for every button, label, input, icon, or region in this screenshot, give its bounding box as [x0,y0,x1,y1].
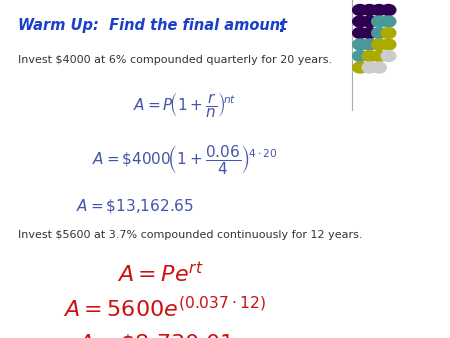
Circle shape [372,39,386,50]
Circle shape [362,16,377,27]
Circle shape [353,50,367,62]
Circle shape [381,27,396,39]
Circle shape [381,16,396,27]
Text: $\mathit{A} = \$4000\!\left(1+\dfrac{0.06}{4}\right)^{\!4 \cdot 20}$: $\mathit{A} = \$4000\!\left(1+\dfrac{0.0… [92,143,278,176]
Circle shape [381,4,396,16]
Circle shape [372,62,386,73]
Text: $\mathit{A} = 5600\mathit{e}^{(0.037 \cdot 12)}$: $\mathit{A} = 5600\mathit{e}^{(0.037 \cd… [63,297,266,322]
Circle shape [372,4,386,16]
Circle shape [381,50,396,62]
Text: Warm Up:  Find the final amount: Warm Up: Find the final amount [18,18,287,33]
Text: $\mathit{A} = \mathit{P}\!\left(1+\dfrac{\mathit{r}}{\mathit{n}}\right)^{\!\math: $\mathit{A} = \mathit{P}\!\left(1+\dfrac… [133,90,237,119]
Text: Invest $4000 at 6% compounded quarterly for 20 years.: Invest $4000 at 6% compounded quarterly … [18,55,332,65]
Circle shape [362,27,377,39]
Circle shape [353,4,367,16]
Circle shape [353,16,367,27]
Circle shape [372,27,386,39]
Circle shape [353,39,367,50]
Text: $\mathit{A} = \$13{,}162.65$: $\mathit{A} = \$13{,}162.65$ [76,197,194,215]
Text: Invest $5600 at 3.7% compounded continuously for 12 years.: Invest $5600 at 3.7% compounded continuo… [18,230,363,240]
Text: $\mathit{A} = \mathit{P}\mathit{e}^{\mathit{rt}}$: $\mathit{A} = \mathit{P}\mathit{e}^{\mat… [117,262,203,287]
Circle shape [362,62,377,73]
Text: :: : [279,18,286,35]
Circle shape [353,62,367,73]
Circle shape [372,50,386,62]
Circle shape [362,39,377,50]
Circle shape [362,50,377,62]
Circle shape [372,16,386,27]
Circle shape [381,39,396,50]
Circle shape [353,27,367,39]
Circle shape [362,4,377,16]
Text: $\mathit{A} = \$8{,}730.01$: $\mathit{A} = \$8{,}730.01$ [76,332,234,338]
